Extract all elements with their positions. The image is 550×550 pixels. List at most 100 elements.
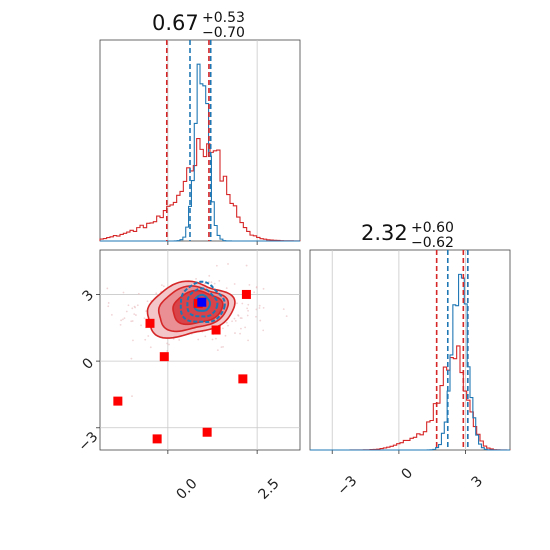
scatter-point-red (152, 434, 162, 444)
sample-dot (168, 343, 170, 346)
sample-dot (208, 274, 211, 277)
sample-dot (110, 313, 113, 316)
sample-dot (227, 324, 229, 327)
scatter-point-red (241, 289, 251, 299)
sample-dot (131, 395, 133, 397)
sample-dot (253, 291, 256, 294)
x-tick-label: 2.5 (256, 476, 283, 503)
sample-dot (166, 342, 169, 345)
sample-dot (145, 310, 147, 312)
sample-dot (135, 314, 137, 316)
sample-dot (215, 264, 218, 267)
sample-dot (134, 306, 136, 309)
sample-dot (146, 300, 149, 303)
sample-dot (197, 338, 200, 341)
sample-dot (123, 317, 126, 320)
scatter-point-red (238, 374, 248, 384)
sample-dot (211, 338, 214, 341)
sample-dot (255, 308, 258, 311)
contour-blue-mid (186, 287, 219, 318)
sample-dot (258, 307, 261, 309)
histogram-blue-param1 (100, 63, 300, 242)
sample-dot (131, 307, 134, 310)
sample-dot (234, 332, 236, 334)
sample-dot (143, 317, 146, 320)
scatter-point-red (211, 325, 221, 335)
sample-dot (239, 332, 241, 335)
scatter-point-red (145, 318, 155, 328)
sample-dot (247, 339, 249, 342)
sample-dot (258, 304, 261, 307)
sample-dot (107, 305, 110, 308)
truth-point-blue (197, 297, 207, 307)
sample-dot (248, 284, 251, 286)
sample-dot (130, 357, 133, 360)
panel-frame (309, 249, 511, 451)
sample-dot (155, 292, 158, 295)
sample-dot (259, 319, 262, 322)
x-tick-label: 0.0 (174, 476, 201, 503)
x-tick-label: 0 (399, 465, 417, 483)
y-tick-labels-param2: −3 0 3 (76, 287, 102, 455)
sample-dot (227, 263, 229, 265)
sample-dot (222, 327, 224, 330)
sample-dot (262, 287, 265, 290)
sample-dot (160, 284, 163, 287)
sample-dot (241, 302, 244, 305)
sample-dot (178, 339, 181, 341)
sample-dot (262, 306, 265, 309)
contour-blue-outer (179, 280, 226, 323)
sample-dot (282, 308, 285, 311)
sample-dot (216, 349, 219, 352)
sample-dot (204, 335, 207, 338)
title-param1-value: 0.67 (152, 11, 199, 35)
title-param1-upper: +0.53 (202, 10, 245, 26)
sample-dot (166, 350, 169, 352)
sample-dot (233, 317, 236, 320)
y-tick-label: 3 (80, 287, 98, 305)
sample-dot (207, 280, 210, 283)
sample-dot (213, 282, 216, 285)
title-param2-upper: +0.60 (411, 220, 454, 236)
sample-dot (224, 334, 227, 337)
title-param2-lower: −0.62 (411, 235, 454, 251)
sample-dot (233, 283, 236, 285)
sample-dot (195, 277, 197, 280)
sample-dot (225, 321, 228, 324)
sample-dot (132, 339, 134, 342)
y-tick-label: 0 (80, 355, 98, 373)
sample-dot (215, 337, 217, 340)
sample-dot (285, 315, 288, 318)
sample-dot (125, 310, 128, 313)
sample-dot (122, 318, 124, 321)
sample-dot (225, 287, 228, 290)
panel-2d-param1-param2 (96, 249, 301, 454)
sample-dot (237, 314, 239, 316)
histogram-red-param1 (99, 138, 301, 242)
sample-dot (234, 319, 237, 322)
sample-dot (133, 313, 136, 316)
title-param1-lower: −0.70 (202, 25, 245, 41)
sample-dot (136, 304, 139, 307)
sample-dot (127, 304, 130, 307)
title-param2: 2.32 +0.60 −0.62 (361, 220, 454, 251)
sample-dot (236, 302, 238, 305)
sample-dot (218, 279, 221, 282)
sample-dot (247, 309, 249, 312)
sample-dot (231, 320, 233, 323)
y-tick-label: −3 (76, 429, 102, 455)
sample-dot (144, 338, 147, 341)
sample-dot (220, 346, 223, 348)
panel-hist-param2 (309, 249, 511, 454)
scatter-point-red (202, 427, 212, 437)
sample-dot (210, 281, 213, 284)
scatter-point-red (159, 352, 169, 362)
scatter-point-red (113, 396, 123, 406)
sample-dot (245, 264, 248, 267)
sample-dot (255, 286, 258, 289)
x-tick-label: −3 (335, 473, 361, 499)
title-param1: 0.67 +0.53 −0.70 (152, 10, 245, 41)
title-param2-value: 2.32 (361, 221, 408, 245)
sample-dot (247, 303, 250, 306)
